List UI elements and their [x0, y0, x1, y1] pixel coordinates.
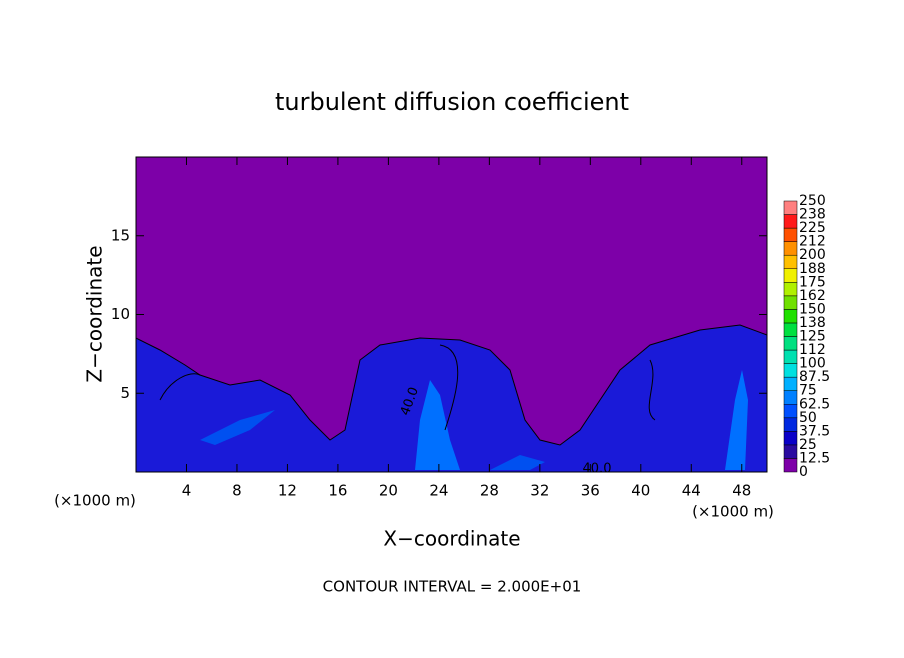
colorbar-label: 238 [799, 207, 826, 223]
contour-label: 40.0 [583, 462, 612, 477]
colorbar-label: 37.5 [799, 423, 830, 439]
colorbar-band [783, 336, 798, 351]
x-unit: (×1000 m) [54, 492, 136, 510]
colorbar-band [783, 404, 798, 419]
x-unit: (×1000 m) [692, 503, 774, 521]
x-tick-label: 40 [631, 482, 650, 500]
x-tick-label: 36 [581, 482, 600, 500]
field-contour [159, 344, 656, 431]
colorbar-band [783, 349, 798, 364]
colorbar-band [783, 214, 798, 229]
colorbar-band [783, 295, 798, 310]
colorbar-band [783, 458, 798, 473]
y-axis-title: Z−coordinate [83, 245, 107, 382]
colorbar-band [783, 444, 798, 459]
y-tick-label: 10 [111, 305, 130, 323]
colorbar-band [783, 363, 798, 378]
x-tick-label: 32 [530, 482, 549, 500]
x-axis-title: X−coordinate [383, 527, 520, 551]
x-tick-label: 4 [182, 482, 192, 500]
y-tick-label: 15 [111, 226, 130, 244]
colorbar-label: 112 [799, 342, 826, 358]
field-streak [490, 455, 545, 470]
field-region [135, 324, 768, 473]
colorbar-label: 12.5 [799, 450, 830, 466]
x-tick-label: 16 [328, 482, 347, 500]
colorbar-band [783, 254, 798, 269]
colorbar-label: 125 [799, 329, 826, 345]
colorbar-label: 62.5 [799, 396, 830, 412]
colorbar-label: 212 [799, 234, 826, 250]
colorbar-label: 50 [799, 410, 817, 426]
colorbar-label: 175 [799, 274, 826, 290]
y-tick-label: 5 [120, 384, 130, 402]
colorbar-band [783, 309, 798, 324]
colorbar-label: 25 [799, 437, 817, 453]
x-tick-label: 20 [379, 482, 398, 500]
colorbar-label: 100 [799, 356, 826, 372]
footer-note: CONTOUR INTERVAL = 2.000E+01 [323, 578, 582, 596]
colorbar-label: 150 [799, 301, 826, 317]
colorbar-label: 0 [799, 464, 808, 480]
colorbar-band [783, 268, 798, 283]
x-tick-label: 8 [232, 482, 242, 500]
colorbar-label: 200 [799, 247, 826, 263]
chart-title: turbulent diffusion coefficient [275, 88, 629, 116]
x-tick-label: 28 [480, 482, 499, 500]
field-streak [200, 410, 275, 445]
colorbar-band [783, 417, 798, 432]
colorbar-band [783, 200, 798, 215]
colorbar-label: 75 [799, 383, 817, 399]
x-tick-label: 48 [732, 482, 751, 500]
colorbar-label: 225 [799, 220, 826, 236]
colorbar-band [783, 431, 798, 446]
colorbar-label: 162 [799, 288, 826, 304]
field-streak [725, 370, 748, 470]
colorbar-band [783, 376, 798, 391]
colorbar-band [783, 227, 798, 242]
x-tick-label: 24 [429, 482, 448, 500]
colorbar-band [783, 282, 798, 297]
colorbar-band [783, 390, 798, 405]
colorbar-label: 250 [799, 193, 826, 209]
x-tick-label: 12 [278, 482, 297, 500]
colorbar-label: 138 [799, 315, 826, 331]
x-tick-label: 44 [682, 482, 701, 500]
colorbar-label: 87.5 [799, 369, 830, 385]
field-streak [415, 380, 460, 470]
colorbar-band [783, 241, 798, 256]
colorbar-band [783, 322, 798, 337]
colorbar-label: 188 [799, 261, 826, 277]
